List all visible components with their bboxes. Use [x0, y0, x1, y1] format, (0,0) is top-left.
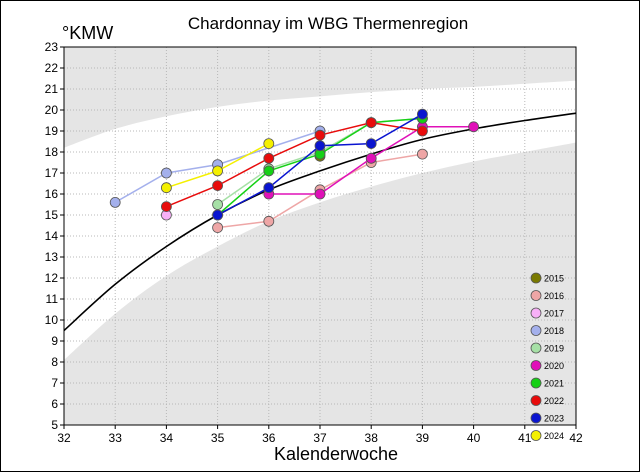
- y-axis-label: °KMW: [62, 23, 113, 43]
- x-tick-label: 34: [160, 431, 174, 445]
- data-point-2022: [160, 201, 172, 213]
- data-point-2023: [263, 182, 275, 194]
- data-point-2018: [160, 167, 172, 179]
- reference-curve: [64, 112, 576, 332]
- data-point-2023: [416, 108, 428, 120]
- y-tick-label: 13: [45, 250, 59, 264]
- y-tick-label: 14: [45, 229, 59, 243]
- series-layer: [109, 108, 480, 234]
- plot-area: [64, 47, 576, 425]
- chart-title: Chardonnay im WBG Thermenregion: [188, 14, 468, 33]
- legend-label-2021: 2021: [544, 379, 564, 389]
- y-tick-label: 5: [51, 418, 58, 432]
- series-line-2022: [166, 121, 423, 208]
- y-tick-label: 9: [51, 334, 58, 348]
- legend-marker-2021: [530, 377, 542, 389]
- data-point-2024: [160, 182, 172, 194]
- legend: 2015 2016 2017 2018 2019 2020 2021 2022 2023 2024: [530, 272, 564, 441]
- upper-gray-band: [64, 47, 576, 148]
- data-point-2020: [314, 188, 326, 200]
- y-tick-label: 8: [51, 355, 58, 369]
- legend-marker-2018: [530, 325, 542, 336]
- x-tick-label: 33: [109, 431, 123, 445]
- data-point-2024: [263, 138, 275, 150]
- y-tick-label: 10: [45, 313, 59, 327]
- y-tick-label: 23: [45, 40, 59, 54]
- legend-marker-2016: [530, 290, 542, 301]
- data-point-2023: [212, 209, 224, 221]
- series-2022: [160, 117, 428, 213]
- data-point-2020: [365, 152, 377, 164]
- y-tick-label: 12: [45, 271, 59, 285]
- legend-marker-2020: [530, 360, 542, 371]
- y-tick-label: 11: [46, 292, 59, 306]
- x-tick-label: 38: [365, 431, 379, 445]
- y-tick-label: 19: [45, 124, 59, 138]
- legend-label-2023: 2023: [544, 414, 564, 424]
- series-2024: [160, 138, 275, 194]
- data-point-2016: [263, 215, 275, 227]
- legend-label-2017: 2017: [544, 309, 564, 319]
- series-2023: [212, 108, 428, 221]
- lower-gray-band: [64, 142, 576, 425]
- y-tick-label: 15: [45, 208, 59, 222]
- data-point-2022: [263, 152, 275, 164]
- x-tick-label: 39: [416, 431, 430, 445]
- y-tick-label: 17: [45, 166, 59, 180]
- legend-label-2022: 2022: [544, 396, 564, 406]
- data-point-2021: [263, 165, 275, 177]
- data-point-2022: [212, 180, 224, 192]
- x-tick-label: 32: [57, 431, 71, 445]
- legend-label-2024: 2024: [544, 431, 564, 441]
- x-tick-label: 40: [467, 431, 481, 445]
- legend-marker-2024: [530, 430, 542, 441]
- y-tick-label: 16: [45, 187, 59, 201]
- legend-marker-2019: [530, 342, 542, 354]
- data-point-2024: [212, 165, 224, 177]
- y-tick-label: 6: [51, 397, 58, 411]
- x-tick-label: 36: [262, 431, 276, 445]
- data-point-2023: [365, 138, 377, 150]
- data-point-2022: [416, 125, 428, 137]
- legend-label-2020: 2020: [544, 361, 564, 371]
- legend-label-2015: 2015: [544, 274, 564, 284]
- y-tick-label: 22: [45, 61, 59, 75]
- x-tick-label: 35: [211, 431, 225, 445]
- data-point-2020: [468, 121, 480, 133]
- x-tick-label: 42: [569, 431, 583, 445]
- legend-marker-2015: [530, 272, 542, 284]
- legend-label-2018: 2018: [544, 326, 564, 336]
- legend-label-2019: 2019: [544, 344, 564, 354]
- data-point-2018: [109, 196, 121, 208]
- data-point-2023: [314, 140, 326, 152]
- x-tick-label: 37: [313, 431, 327, 445]
- y-tick-label: 20: [45, 103, 59, 117]
- legend-marker-2023: [530, 412, 542, 424]
- legend-marker-2017: [530, 307, 542, 319]
- y-tick-label: 7: [51, 376, 58, 390]
- y-tick-label: 18: [45, 145, 59, 159]
- data-point-2022: [314, 129, 326, 141]
- data-point-2019: [212, 199, 224, 210]
- data-point-2016: [416, 148, 428, 160]
- y-tick-label: 21: [45, 82, 59, 96]
- legend-marker-2022: [530, 395, 542, 406]
- x-axis-label: Kalenderwoche: [274, 444, 398, 464]
- data-point-2022: [365, 117, 377, 128]
- x-tick-label: 41: [518, 431, 532, 445]
- data-point-2016: [212, 222, 224, 234]
- legend-label-2016: 2016: [544, 291, 564, 301]
